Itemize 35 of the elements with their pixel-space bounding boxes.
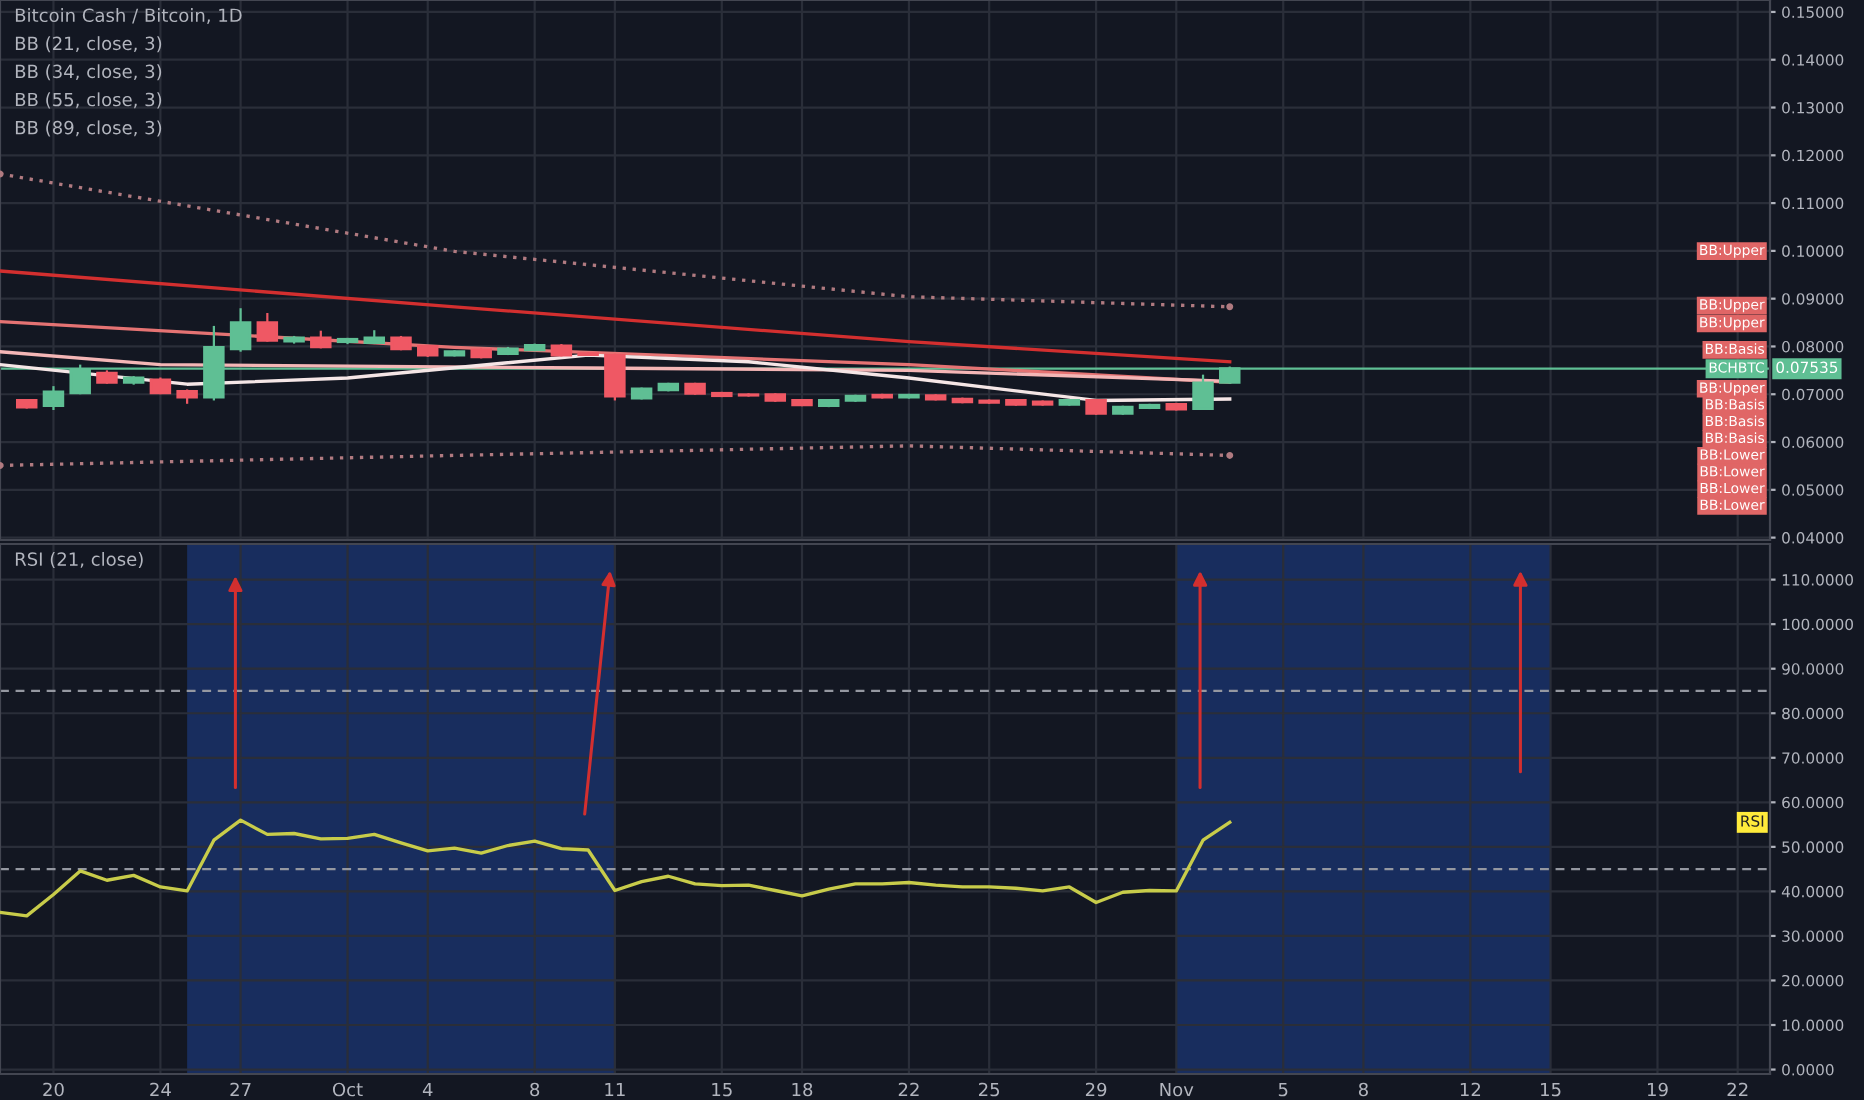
x-tick-label: 22 (1727, 1082, 1748, 1097)
x-tick-label: 12 (1460, 1082, 1481, 1097)
annotation: BB (21, close, 3) (15, 36, 162, 53)
x-tick-label: 4 (422, 1082, 433, 1097)
x-tick-label: 15 (1541, 1082, 1561, 1097)
x-tick-label: 8 (530, 1082, 540, 1097)
chart-title: Bitcoin Cash / Bitcoin, 1D (15, 8, 242, 24)
line-series (0, 818, 1232, 918)
x-tick-label: 24 (150, 1082, 171, 1097)
line-series (0, 353, 1232, 403)
point (1226, 303, 1234, 311)
x-tick-label: 15 (712, 1082, 732, 1097)
candlestick (42, 385, 65, 412)
x-tick-label: 27 (230, 1082, 251, 1097)
x-tick-label: Nov (1160, 1082, 1194, 1097)
annotation: BB (55, close, 3) (15, 92, 162, 109)
x-tick-label: 19 (1647, 1082, 1668, 1097)
x-tick-label: 22 (898, 1082, 919, 1097)
x-tick-label: 5 (1278, 1082, 1288, 1097)
x-tick-label: 11 (605, 1082, 625, 1097)
candlestick (256, 311, 279, 343)
annotation: BB (89, close, 3) (15, 120, 162, 137)
candlestick (229, 307, 252, 353)
x-tick-label: 29 (1085, 1082, 1107, 1097)
x-tick-label: Oct (332, 1082, 363, 1097)
x-tick-label: 8 (1358, 1082, 1368, 1097)
line-series (0, 269, 1232, 364)
x-tick-label: 25 (978, 1082, 1000, 1097)
x-tick-label: 18 (792, 1082, 813, 1097)
annotation: BB (34, close, 3) (15, 64, 162, 81)
chart-title: RSI (21, close) (15, 551, 143, 569)
candlestick (604, 352, 626, 402)
x-tick-label: 20 (43, 1082, 64, 1097)
candlestick (1192, 373, 1214, 412)
point (1226, 451, 1234, 459)
